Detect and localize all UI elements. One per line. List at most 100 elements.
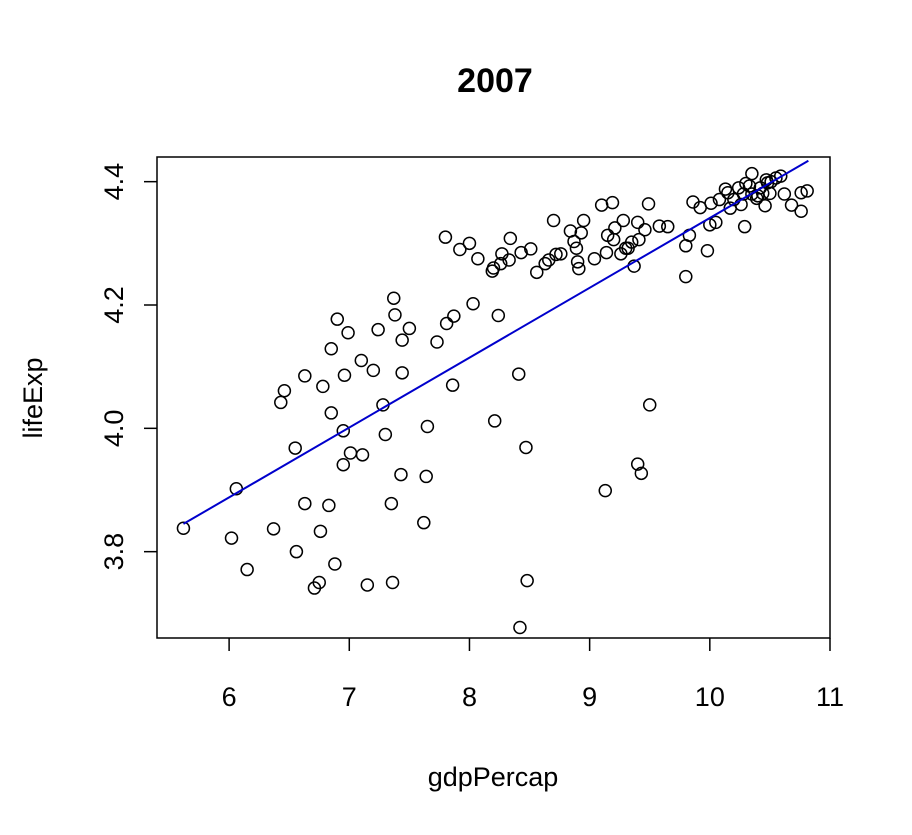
data-point [569,241,584,256]
y-axis: 3.8 4.0 4.2 4.4 [99,163,157,570]
data-point [471,252,485,266]
data-point [652,219,667,233]
data-point [343,446,358,460]
data-point [616,213,631,228]
data-points [176,166,814,635]
regression-line [182,159,809,525]
x-tick-label: 8 [462,682,477,712]
data-point [641,197,656,211]
data-point [587,252,602,266]
data-point [224,531,239,545]
data-point [608,221,622,235]
data-point [520,573,534,588]
data-point [417,515,431,530]
data-point [758,198,772,213]
data-point [777,187,792,201]
data-point [503,231,518,246]
data-point [572,261,586,276]
data-point [288,441,302,455]
data-point [240,562,254,577]
data-point [337,368,352,383]
data-point [773,169,788,183]
data-point [336,424,351,438]
x-axis: 6 7 8 9 10 11 [222,638,844,712]
data-point [570,255,585,269]
data-point [630,457,645,471]
data-point [395,366,409,380]
data-point [704,196,718,210]
data-point [447,309,461,323]
data-point [466,297,480,311]
data-point [420,419,435,434]
data-point [453,242,467,257]
data-point [794,204,808,219]
data-point [176,521,191,535]
data-point [366,363,381,378]
data-point [388,308,402,322]
data-point [718,182,733,196]
x-tick-label: 7 [342,682,357,712]
x-axis-label: gdpPercap [428,762,559,792]
data-point [336,457,351,472]
y-tick-label: 4.4 [99,163,129,201]
data-point [355,448,370,462]
data-point [385,575,400,590]
x-tick-label: 10 [695,682,725,712]
data-point [634,466,649,481]
data-point [784,198,799,212]
y-tick-label: 4.2 [99,286,129,324]
data-point [514,245,528,260]
data-point [328,557,342,571]
y-axis-label: lifeExp [18,357,48,438]
data-point [709,215,723,230]
data-point [274,395,288,410]
data-point [530,265,544,280]
data-point [402,321,417,336]
data-point [322,498,336,513]
data-point [439,316,454,331]
data-point [324,342,339,356]
data-point [354,353,369,368]
data-point [594,198,609,212]
data-point [511,367,526,381]
chart-title: 2007 [457,62,533,100]
data-point [739,176,753,191]
data-point [313,524,328,539]
data-point [576,213,591,228]
data-point [567,234,581,249]
data-point [700,243,715,258]
data-point [524,242,538,256]
data-point [438,230,453,244]
plot-frame [156,156,831,639]
data-point [462,236,477,251]
data-point [574,226,588,240]
data-point [605,195,620,210]
data-point [794,186,808,200]
data-point [487,414,502,428]
y-tick-label: 4.0 [99,410,129,448]
data-point [745,166,759,181]
data-point [312,575,326,590]
data-point [491,308,506,323]
data-point [682,228,697,243]
data-point [734,197,748,212]
data-point [599,245,614,260]
data-point [519,440,533,455]
data-point [513,620,527,635]
data-point [341,326,355,340]
data-point [395,333,409,347]
data-point [549,247,563,262]
data-point [430,335,444,349]
data-point [546,213,561,228]
data-point [502,253,516,267]
data-point [630,215,645,230]
data-point [298,369,312,383]
data-point [360,578,375,592]
data-point [661,219,675,234]
data-point [394,467,408,482]
data-point [554,247,568,261]
x-tick-label: 9 [582,682,597,712]
data-point [277,383,292,398]
data-point [679,269,693,284]
